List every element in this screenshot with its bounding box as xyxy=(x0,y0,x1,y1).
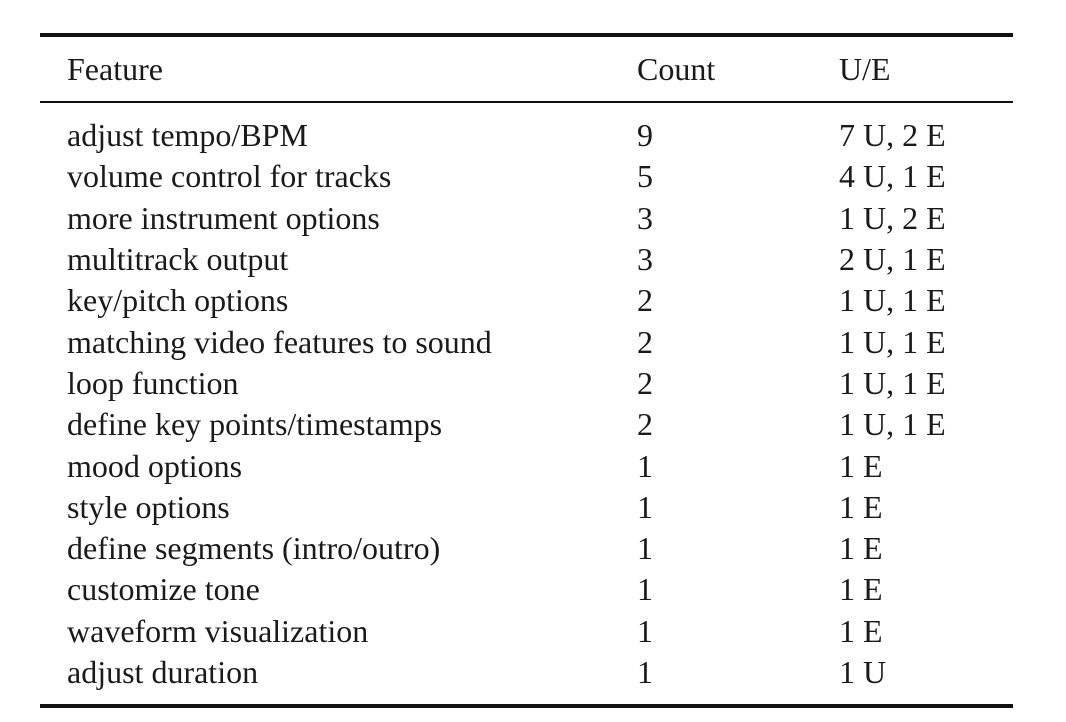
table-row: volume control for tracks 5 4 U, 1 E xyxy=(40,156,1013,197)
cell-feature: customize tone xyxy=(67,571,260,608)
cell-ue: 1 U, 1 E xyxy=(839,282,946,319)
header-ue: U/E xyxy=(839,51,891,87)
cell-feature: define segments (intro/outro) xyxy=(67,530,441,567)
cell-count: 1 xyxy=(637,612,653,649)
header-count: Count xyxy=(637,51,716,87)
cell-count: 1 xyxy=(637,447,653,484)
cell-ue: 1 E xyxy=(839,612,883,649)
cell-count: 3 xyxy=(637,199,653,236)
cell-count: 3 xyxy=(637,241,653,278)
cell-ue: 1 E xyxy=(839,447,883,484)
table-row: loop function 2 1 U, 1 E xyxy=(40,363,1013,404)
table-row: adjust duration 1 1 U xyxy=(40,652,1013,693)
table-bottom-rule xyxy=(40,704,1013,709)
table-row: style options 1 1 E xyxy=(40,487,1013,528)
table-row: more instrument options 3 1 U, 2 E xyxy=(40,198,1013,239)
table-row: define key points/timestamps 2 1 U, 1 E xyxy=(40,404,1013,445)
cell-ue: 2 U, 1 E xyxy=(839,241,946,278)
cell-ue: 1 U, 1 E xyxy=(839,406,946,443)
table-row: multitrack output 3 2 U, 1 E xyxy=(40,239,1013,280)
cell-ue: 4 U, 1 E xyxy=(839,158,946,195)
cell-feature: more instrument options xyxy=(67,199,380,236)
cell-feature: volume control for tracks xyxy=(67,158,392,195)
table-header-row: Feature Count U/E xyxy=(40,37,1013,101)
cell-count: 2 xyxy=(637,364,653,401)
cell-feature: waveform visualization xyxy=(67,612,369,649)
cell-ue: 1 E xyxy=(839,530,883,567)
table-row: mood options 1 1 E xyxy=(40,445,1013,486)
table-row: key/pitch options 2 1 U, 1 E xyxy=(40,280,1013,321)
table-row: matching video features to sound 2 1 U, 1 … xyxy=(40,321,1013,362)
cell-count: 1 xyxy=(637,530,653,567)
header-feature: Feature xyxy=(67,51,163,87)
cell-feature: adjust duration xyxy=(67,654,259,690)
cell-feature: key/pitch options xyxy=(67,282,289,319)
cell-count: 5 xyxy=(637,158,653,195)
cell-feature: define key points/timestamps xyxy=(67,406,443,443)
table-top-rule xyxy=(40,33,1013,37)
cell-feature: multitrack output xyxy=(67,241,289,278)
cell-ue: 1 U xyxy=(839,654,887,690)
cell-count: 2 xyxy=(637,282,653,319)
cell-feature: mood options xyxy=(67,447,243,484)
cell-feature: matching video features to sound xyxy=(67,323,492,360)
table-row: customize tone 1 1 E xyxy=(40,569,1013,610)
cell-ue: 1 U, 1 E xyxy=(839,323,946,360)
cell-count: 9 xyxy=(637,117,653,154)
cell-ue: 1 E xyxy=(839,488,883,525)
cell-count: 1 xyxy=(637,488,653,525)
cell-ue: 1 U, 1 E xyxy=(839,364,946,401)
table-row: adjust tempo/BPM 9 7 U, 2 E xyxy=(40,115,1013,156)
cell-count: 1 xyxy=(637,654,653,690)
table-header-rule xyxy=(40,101,1013,103)
cell-count: 2 xyxy=(637,406,653,443)
table-row: define segments (intro/outro) 1 1 E xyxy=(40,528,1013,569)
table-row: waveform visualization 1 1 E xyxy=(40,611,1013,652)
cell-ue: 1 U, 2 E xyxy=(839,199,946,236)
cell-ue: 1 E xyxy=(839,571,883,608)
cell-feature: loop function xyxy=(67,364,239,401)
feature-table: Feature Count U/E adjust tempo/BPM 9 7 U, … xyxy=(40,33,1013,709)
cell-feature: adjust tempo/BPM xyxy=(67,117,308,154)
cell-ue: 7 U, 2 E xyxy=(839,117,946,154)
cell-feature: style options xyxy=(67,488,230,525)
cell-count: 1 xyxy=(637,571,653,608)
cell-count: 2 xyxy=(637,323,653,360)
